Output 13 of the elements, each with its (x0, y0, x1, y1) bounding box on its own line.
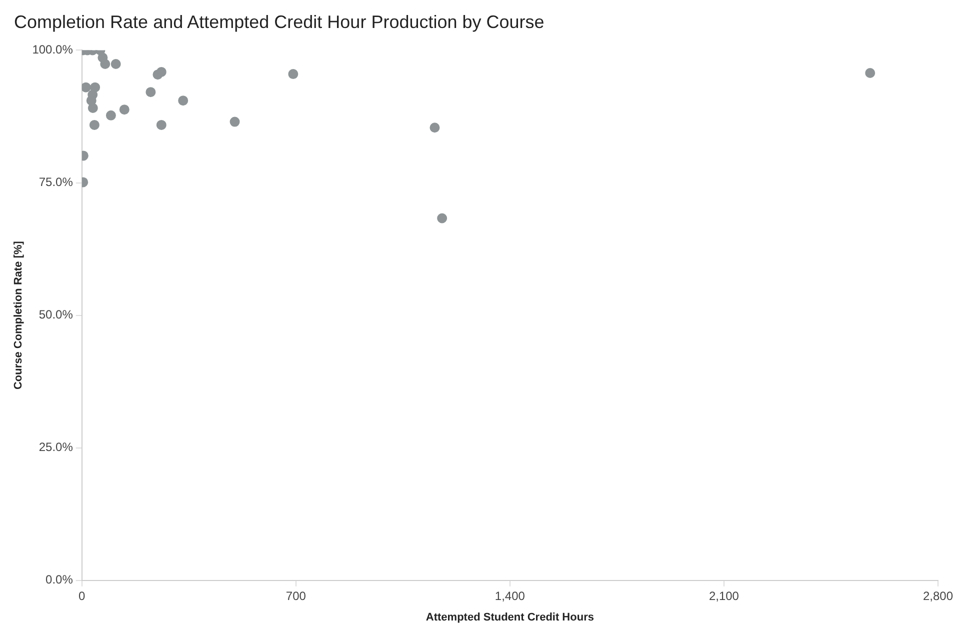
y-tick-label: 0.0% (46, 572, 74, 587)
x-tick-label: 1,400 (494, 588, 526, 603)
y-axis-title: Course Completion Rate [%] (12, 240, 25, 390)
y-tick-label: 25.0% (38, 440, 74, 454)
x-tick-label: 2,100 (708, 588, 740, 603)
y-tick-label: 75.0% (38, 175, 74, 190)
chart-title: Completion Rate and Attempted Credit Hour Production by Course (14, 12, 544, 33)
y-tick-label: 100.0% (32, 42, 74, 57)
x-axis-title: Attempted Student Credit Hours (426, 611, 594, 624)
x-tick-label: 0 (78, 588, 86, 603)
y-tick-label: 50.0% (38, 308, 74, 322)
x-tick-label: 700 (286, 588, 306, 603)
x-tick-label: 2,800 (922, 588, 954, 603)
